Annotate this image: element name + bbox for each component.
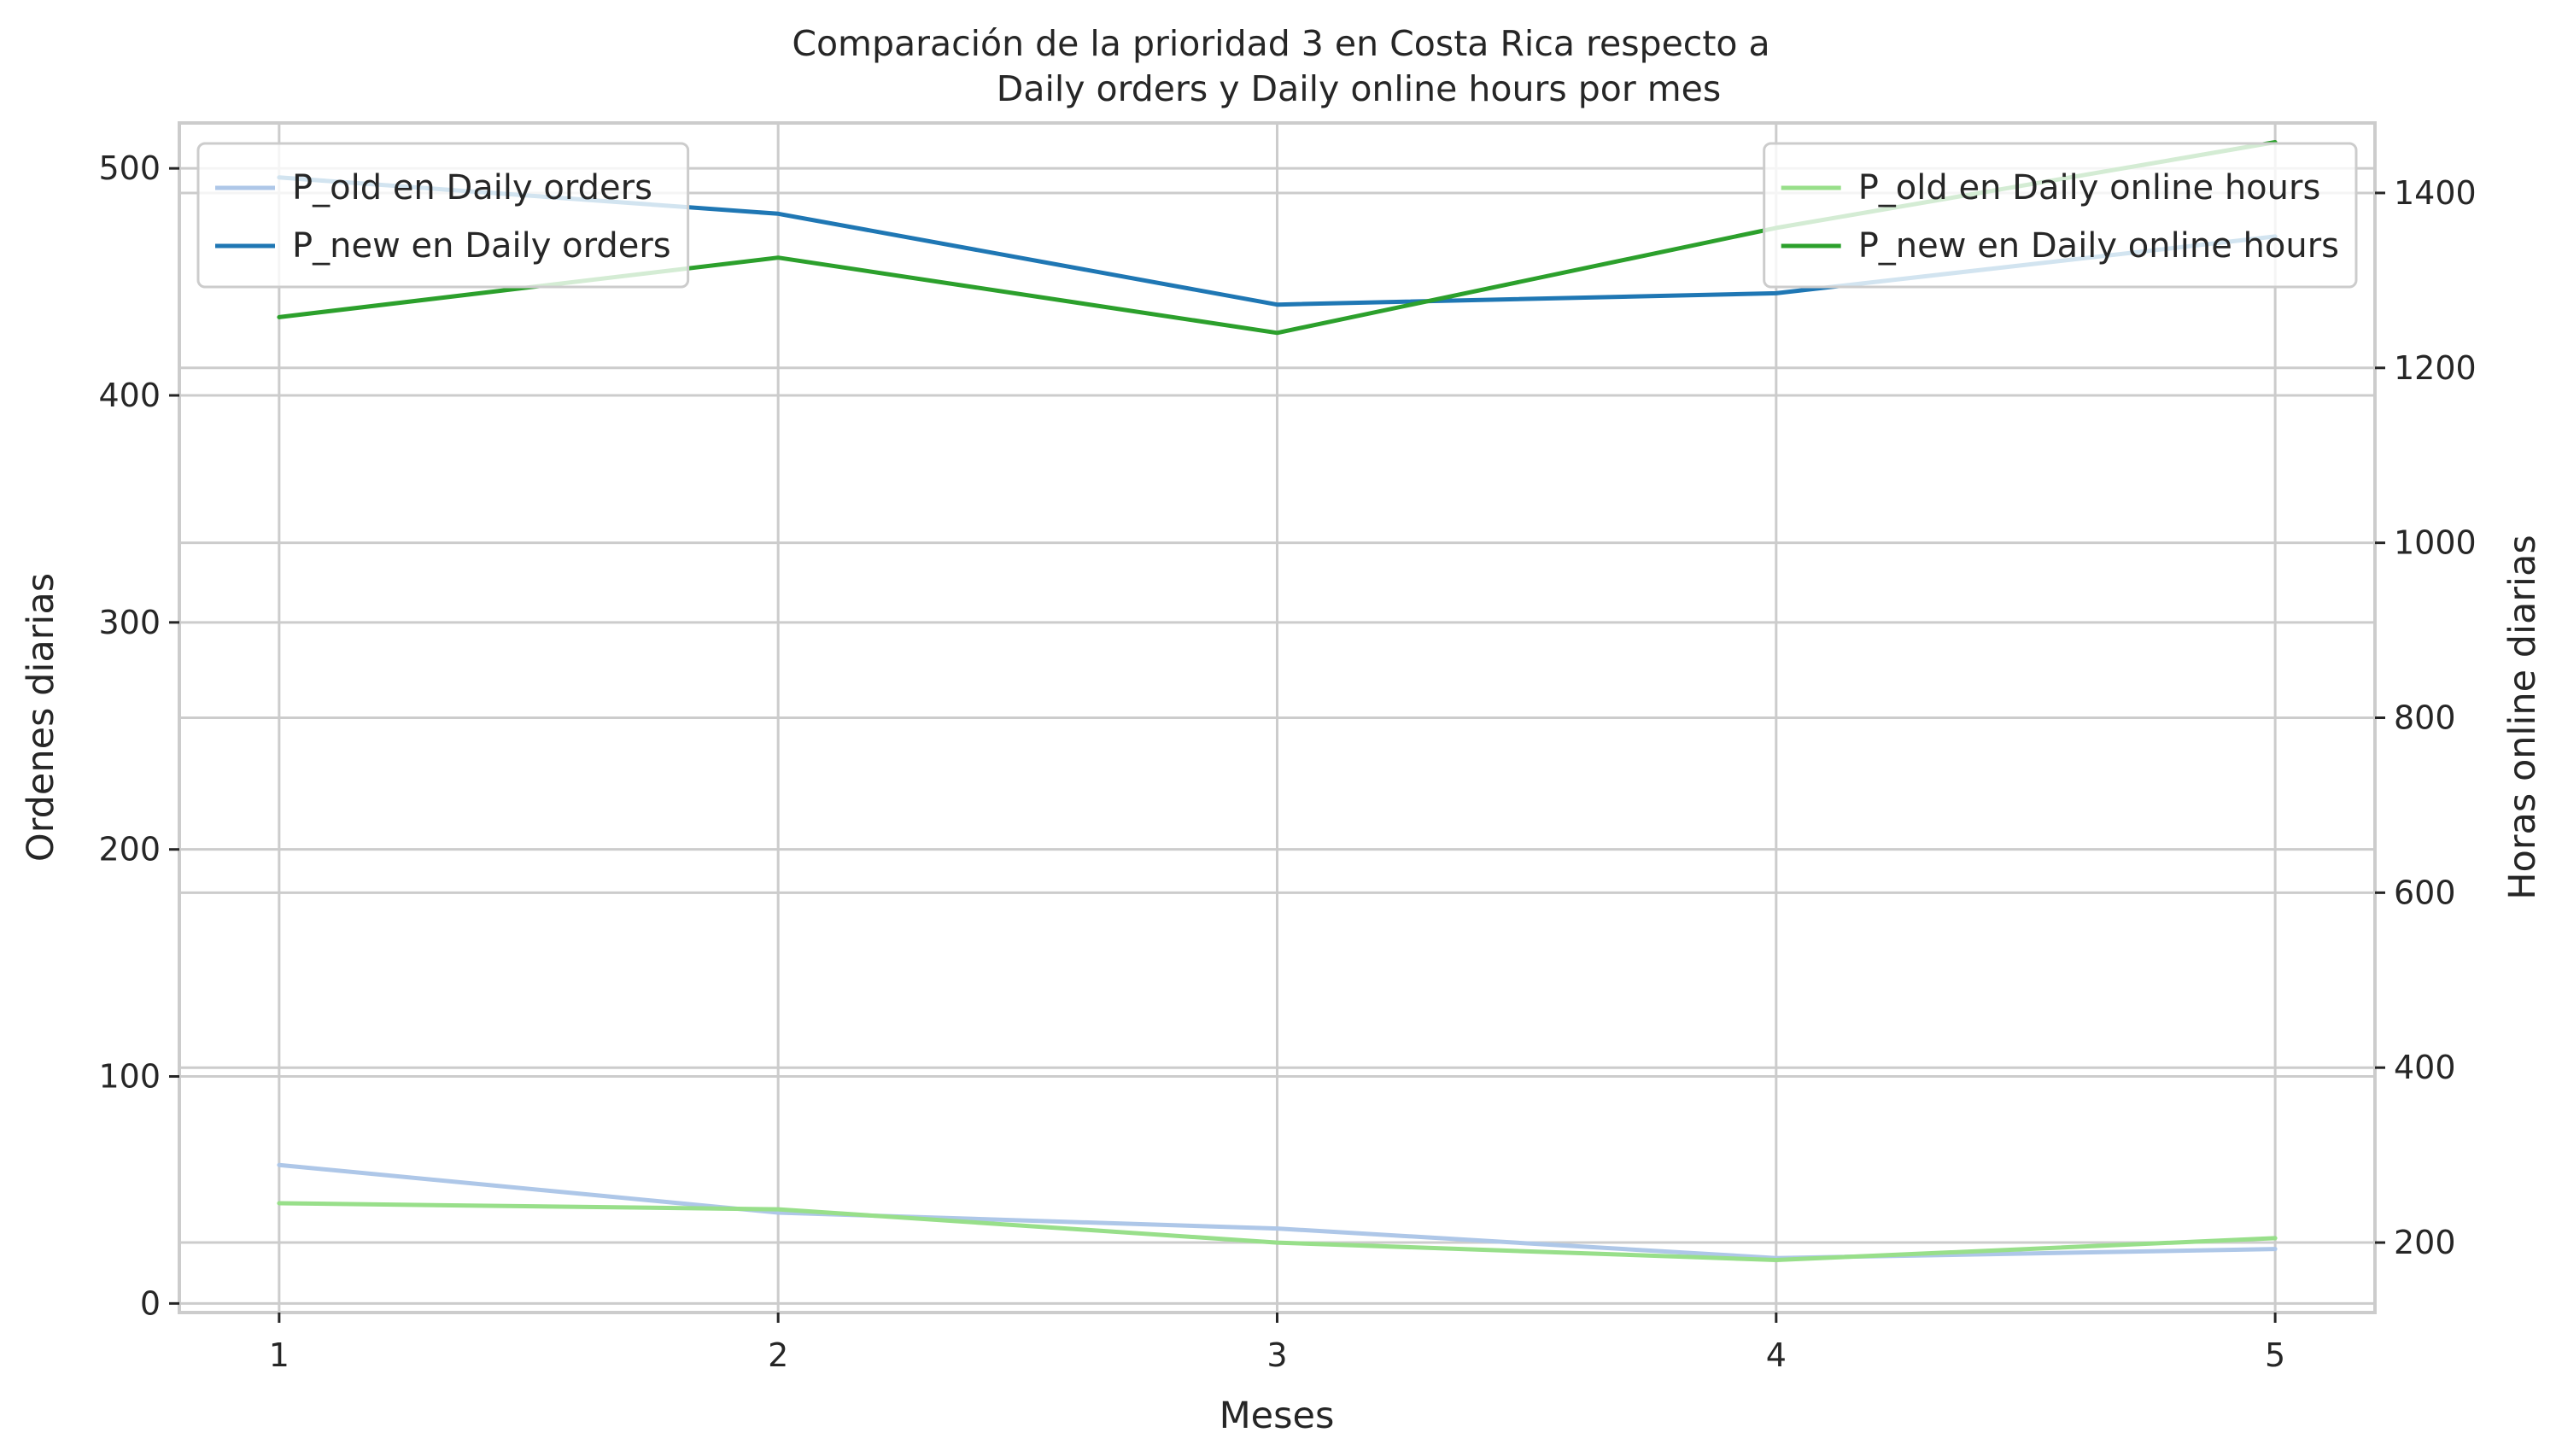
legend-frame [1763,142,2358,289]
y-right-tick-label: 400 [2394,1049,2456,1086]
y-right-tick-label: 1000 [2394,524,2477,562]
y-left-tick-label: 400 [98,377,161,414]
legend-frame [196,142,690,289]
x-tick-label: 4 [1766,1336,1787,1374]
legend-label: P_old en Daily online hours [1858,168,2321,208]
y-right-tick-label: 200 [2394,1224,2456,1261]
legend-label: P_new en Daily online hours [1858,226,2339,266]
legend-right: P_old en Daily online hours P_new en Dail… [1763,142,2358,289]
legend-label: P_new en Daily orders [292,226,671,266]
x-axis: 1 2 3 4 5 [269,1313,2285,1374]
y-right-tick-label: 1400 [2394,174,2477,212]
y-left-tick-label: 200 [98,831,161,868]
x-tick-label: 1 [269,1336,290,1374]
series-line-p-old-en-daily-online-hours [277,1201,2278,1262]
x-axis-label: Meses [1220,1395,1335,1437]
y-right-tick-label: 800 [2394,699,2456,737]
chart-title-line2: Daily orders y Daily online hours por me… [997,68,1722,109]
y-axis-left-label: Ordenes diarias [20,573,62,862]
grid-lines [179,123,2375,1313]
y-axis-right-label: Horas online diarias [2501,535,2544,900]
x-tick-label: 5 [2265,1336,2285,1374]
y-axis-left: 0 100 200 300 400 500 [98,149,179,1322]
legend-left: P_old en Daily orders P_new en Daily orde… [196,142,690,289]
y-left-tick-label: 100 [98,1058,161,1096]
chart-title-line1: Comparación de la prioridad 3 en Costa R… [792,23,1769,64]
y-axis-right: 200 400 600 800 1000 1200 1400 [2375,174,2477,1261]
chart-title: Comparación de la prioridad 3 en Costa R… [792,23,1769,109]
series-line-p-old-en-daily-orders [277,1162,2278,1260]
x-tick-label: 2 [768,1336,788,1374]
y-left-tick-label: 0 [140,1284,161,1322]
y-right-tick-label: 600 [2394,874,2456,911]
y-left-tick-label: 500 [98,149,161,187]
y-left-tick-label: 300 [98,604,161,641]
x-tick-label: 3 [1266,1336,1287,1374]
y-right-tick-label: 1200 [2394,349,2477,387]
legend-label: P_old en Daily orders [292,168,652,208]
